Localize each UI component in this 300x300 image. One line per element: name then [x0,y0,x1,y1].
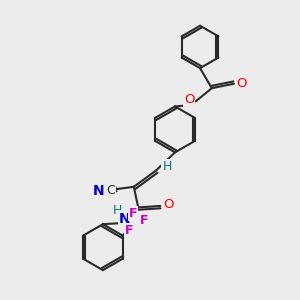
Text: O: O [236,77,247,90]
Text: H: H [162,160,172,173]
Text: C: C [106,184,115,197]
Text: F: F [125,224,134,237]
Text: F: F [140,214,148,227]
Text: O: O [163,198,174,211]
Text: F: F [129,207,137,220]
Text: N: N [93,184,105,198]
Text: O: O [184,93,194,106]
Text: H: H [113,204,122,217]
Text: N: N [119,212,131,226]
